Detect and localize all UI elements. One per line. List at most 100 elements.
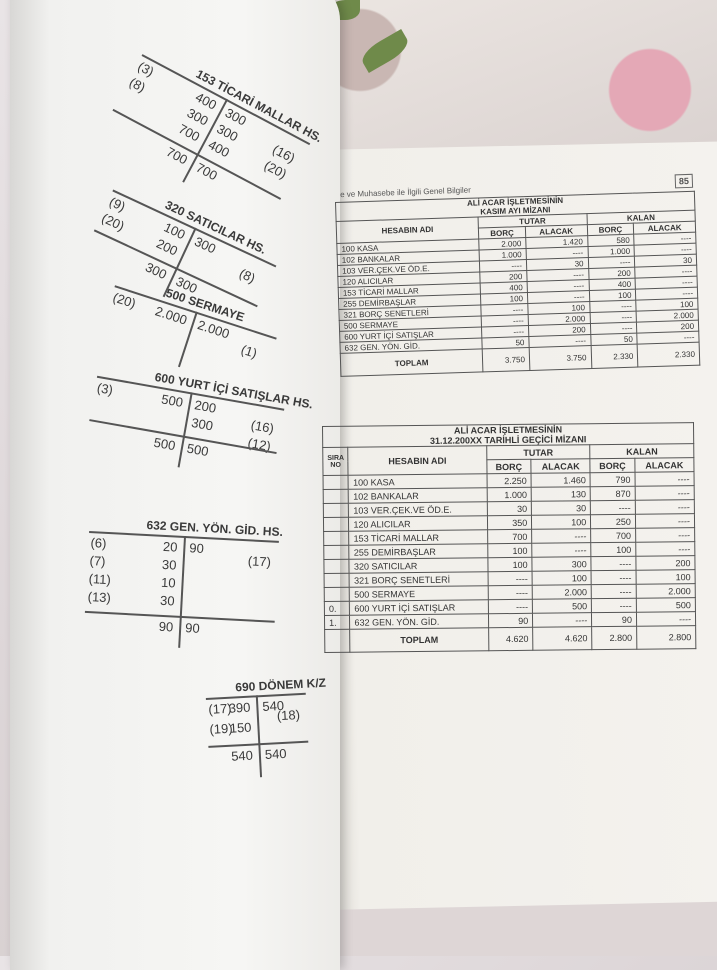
amount-kb: 790 (590, 472, 636, 487)
gecici-mizan-table: ALİ ACAR İŞLETMESİNİN 31.12.200XX TARİHLİ… (322, 422, 696, 653)
amount-ka: ---- (635, 513, 695, 529)
amount-kb: ---- (591, 556, 636, 571)
row-number (323, 489, 349, 504)
amount-tb: ---- (487, 599, 533, 614)
amount-tb: 100 (487, 543, 533, 558)
amount-kb: ---- (591, 584, 637, 599)
amount-ta: ---- (532, 612, 592, 628)
amount-tb: 2.250 (486, 473, 532, 488)
row-number (323, 559, 350, 574)
col-kalan: KALAN (589, 443, 694, 459)
running-title: e ve Muhasebe ile İlgili Genel Bilgiler (339, 185, 471, 200)
account-name: 500 SERMAYE (349, 585, 488, 602)
total-label: TOPLAM (350, 627, 489, 653)
account-name: 320 SATICILAR (349, 557, 488, 574)
account-name: 102 BANKALAR (348, 487, 487, 504)
row-number: 1. (324, 615, 351, 630)
amount-ka: ---- (635, 485, 695, 501)
amount-ta: 2.000 (532, 584, 592, 600)
row-number (323, 475, 349, 490)
total-tb: 3.750 (482, 347, 530, 372)
reference: (18) (276, 707, 301, 724)
amount-ka: 100 (635, 569, 696, 585)
amount-ta: ---- (531, 542, 592, 558)
amount-tb: 700 (487, 529, 532, 544)
amount-kb: 100 (591, 542, 636, 557)
amount-kb: 700 (590, 528, 636, 543)
amount-kb: ---- (590, 500, 636, 515)
account-name: 600 YURT İÇİ SATIŞLAR (349, 599, 489, 616)
total-tb: 4.620 (488, 627, 534, 651)
amount-ka: ---- (634, 471, 695, 487)
account-name: 100 KASA (348, 473, 487, 490)
reference: (7) (89, 553, 106, 569)
amount-tb: ---- (487, 571, 533, 586)
page-number: 85 (674, 173, 694, 189)
reference: (6) (90, 535, 107, 551)
amount-tb: 90 (488, 613, 533, 628)
amount-ka: ---- (635, 499, 695, 515)
row-number (323, 517, 350, 532)
col-alacak: ALACAK (634, 457, 694, 473)
amount-tb: 1.000 (486, 487, 532, 502)
col-tutar: TUTAR (486, 444, 591, 460)
debit-amount: 150 (229, 719, 252, 736)
total-ta: 4.620 (532, 626, 593, 651)
total-row: TOPLAM 4.620 4.620 2.800 2.800 (324, 625, 696, 653)
amount-ta: 100 (532, 570, 592, 586)
amount-ka: 500 (636, 597, 696, 613)
floral-fabric-background (300, 0, 717, 170)
row-number (324, 629, 351, 653)
amount-ta: 130 (531, 486, 591, 502)
amount-kb: ---- (591, 570, 637, 585)
account-name: 120 ALICILAR (348, 515, 488, 532)
amount-kb: 870 (590, 486, 636, 501)
debit-amount: 390 (228, 699, 251, 716)
col-alacak: ALACAK (531, 458, 591, 474)
amount-tb: 30 (486, 501, 532, 516)
row-number (323, 503, 349, 518)
reference: (3) (95, 380, 115, 398)
total-ka: 2.330 (637, 342, 700, 368)
total-kb: 2.800 (591, 626, 637, 650)
total-kb: 2.330 (590, 344, 639, 369)
col-borc: BORÇ (486, 459, 532, 474)
account-name: 255 DEMİRBAŞLAR (349, 543, 488, 560)
account-name: 321 BORÇ SENETLERİ (349, 571, 488, 588)
amount-ka: ---- (635, 527, 695, 543)
account-name: 103 VER.ÇEK.VE ÖD.E. (348, 501, 488, 518)
kasim-mizani-table: ALİ ACAR İŞLETMESİNİN KASIM AYI MİZANI HE… (335, 191, 700, 377)
amount-kb: ---- (591, 598, 637, 613)
col-borc: BORÇ (590, 458, 635, 473)
row-number: 0. (324, 601, 350, 616)
row-number (323, 545, 350, 560)
amount-ta: 300 (532, 556, 592, 572)
amount-tb: 350 (487, 515, 532, 530)
col-no: SIRA NO (322, 447, 349, 476)
total-credit: 90 (184, 620, 201, 636)
amount-kb: 90 (591, 612, 637, 627)
row-number (323, 531, 350, 546)
reference: (17) (247, 553, 272, 570)
amount-kb: 250 (590, 514, 636, 529)
account-name: 153 TİCARİ MALLAR (349, 529, 488, 546)
amount-tb: ---- (487, 585, 533, 600)
debit-amount: 10 (160, 574, 176, 591)
amount-ta: 100 (531, 514, 591, 530)
amount-ka: 200 (635, 555, 696, 571)
total-ta: 3.750 (529, 345, 592, 371)
total-debit: 540 (230, 747, 254, 764)
total-credit: 540 (264, 745, 287, 762)
amount-tb: 100 (487, 557, 533, 572)
row-number (324, 573, 350, 588)
total-debit: 90 (158, 618, 174, 635)
amount-ka: ---- (635, 541, 695, 557)
row-number (324, 587, 350, 602)
debit-amount: 30 (161, 556, 177, 573)
credit-amount: 90 (189, 540, 205, 556)
amount-ka: 2.000 (636, 583, 696, 599)
reference: (13) (87, 589, 112, 606)
debit-amount: 30 (159, 592, 176, 609)
left-page (10, 0, 340, 970)
amount-ta: 1.460 (531, 472, 591, 488)
